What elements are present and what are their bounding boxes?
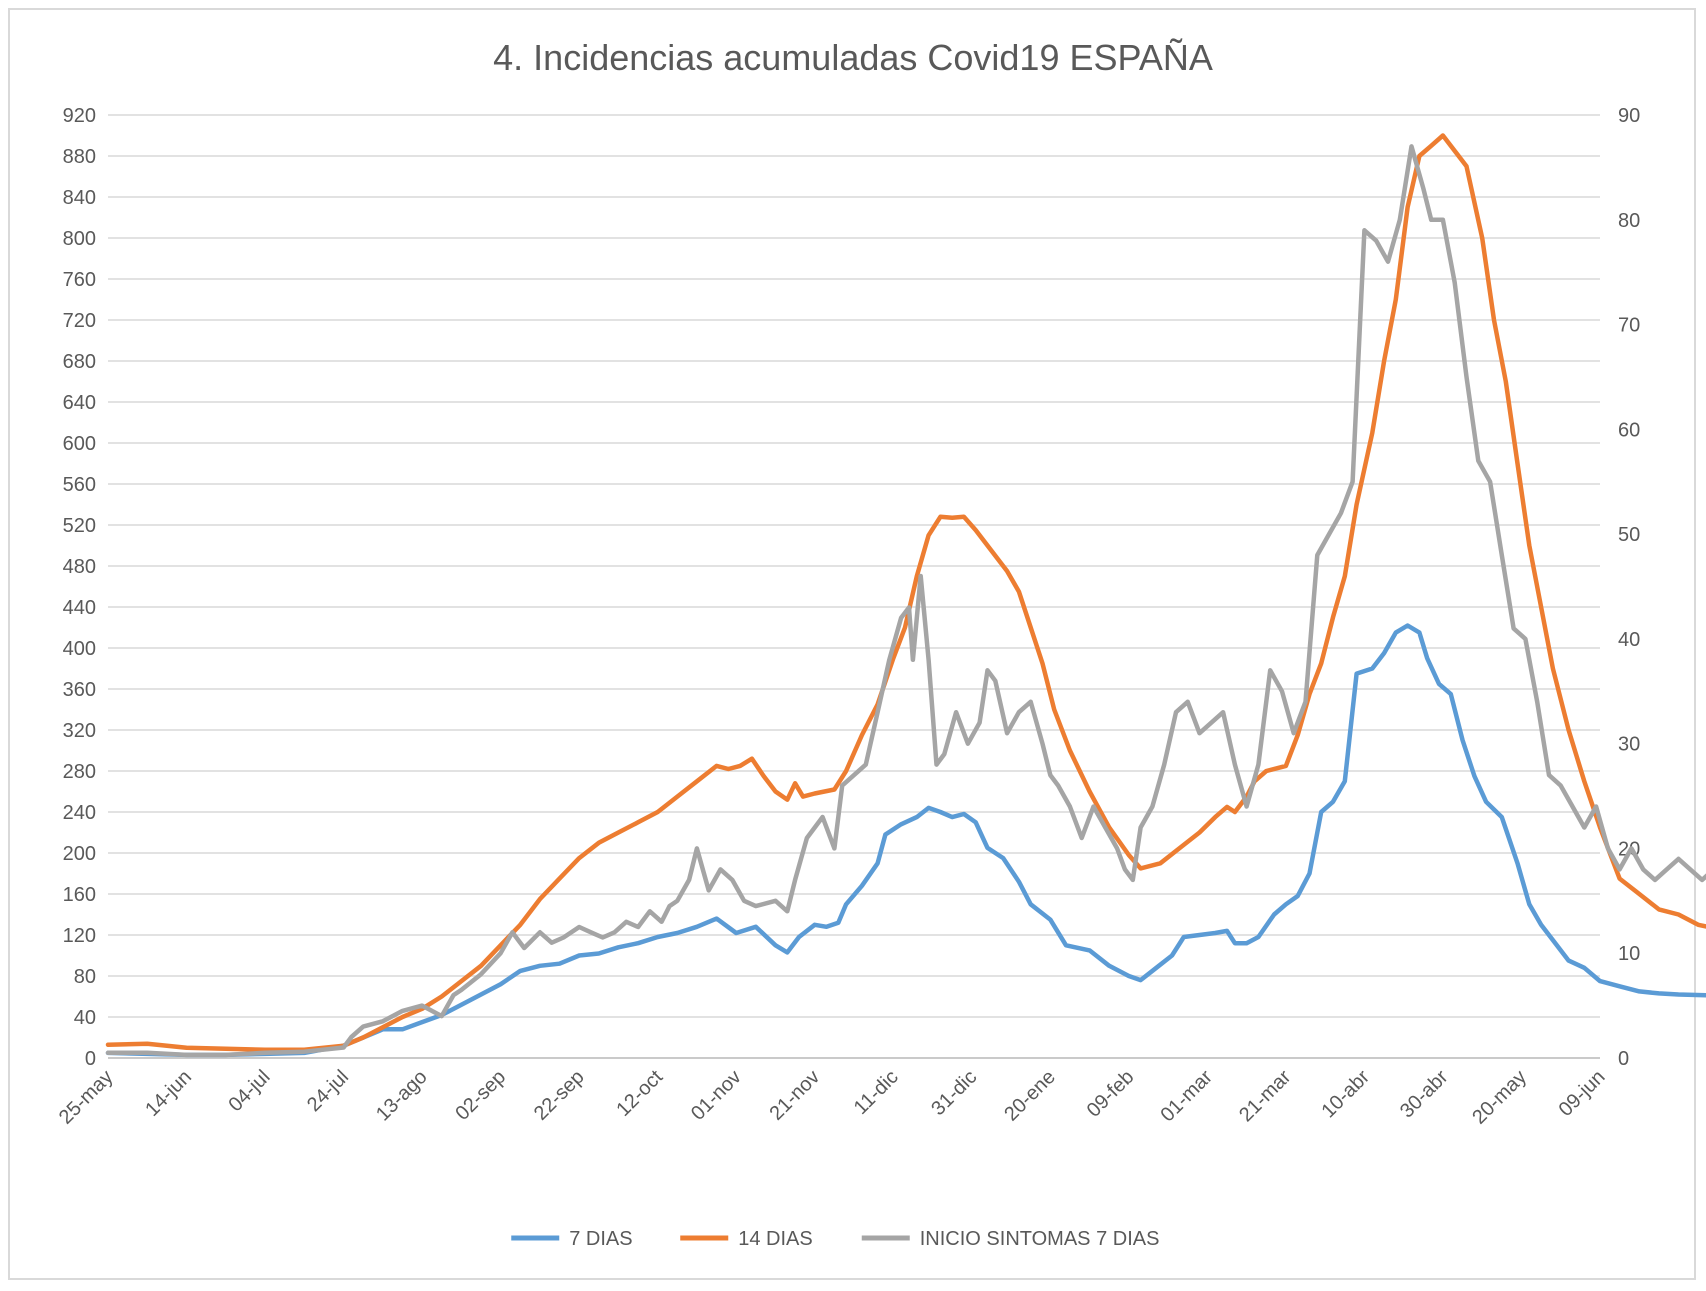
legend-label: INICIO SINTOMAS 7 DIAS — [920, 1228, 1160, 1250]
series-line-inicio-sintomas-7-dias — [105, 144, 1706, 1058]
y-left-tick-label: 600 — [63, 433, 96, 455]
y-left-tick-label: 240 — [63, 802, 96, 824]
y-right-tick-label: 40 — [1618, 629, 1640, 651]
chart-frame — [8, 8, 1696, 1280]
y-left-tick-label: 720 — [63, 310, 96, 332]
x-tick-label: 20-ene — [1000, 1066, 1060, 1126]
x-tick-label: 09-feb — [1083, 1066, 1139, 1122]
y-right-tick-label: 10 — [1618, 943, 1640, 965]
y-axis-left: 0 40 80 120 160 200 240 280 320 360 400 440 480 520 56… — [63, 105, 96, 1070]
y-left-tick-label: 920 — [63, 105, 96, 127]
x-tick-label: 13-ago — [372, 1066, 432, 1126]
y-left-tick-label: 760 — [63, 269, 96, 291]
y-left-tick-label: 840 — [63, 187, 96, 209]
x-tick-label: 25-may — [55, 1066, 118, 1129]
y-left-tick-label: 280 — [63, 761, 96, 783]
y-left-tick-label: 160 — [63, 884, 96, 906]
series-line-14-dias — [105, 133, 1706, 1053]
x-tick-label: 04-jul — [224, 1066, 274, 1116]
y-left-tick-label: 400 — [63, 638, 96, 660]
y-left-tick-label: 800 — [63, 228, 96, 250]
y-left-tick-label: 0 — [85, 1048, 96, 1070]
x-tick-label: 14-jun — [141, 1066, 196, 1121]
x-tick-label: 20-may — [1468, 1066, 1531, 1129]
y-left-tick-label: 440 — [63, 597, 96, 619]
legend-label: 7 DIAS — [569, 1228, 632, 1250]
gridlines — [108, 114, 1600, 1059]
y-left-tick-label: 360 — [63, 679, 96, 701]
y-right-tick-label: 30 — [1618, 734, 1640, 756]
x-axis: 25-may 14-jun 04-jul 24-jul 13-ago 02-sep 22-s… — [55, 1057, 1610, 1129]
y-right-tick-label: 60 — [1618, 419, 1640, 441]
x-tick-label: 21-mar — [1235, 1066, 1296, 1127]
y-right-tick-label: 0 — [1618, 1048, 1629, 1070]
y-left-tick-label: 480 — [63, 556, 96, 578]
x-tick-label: 31-dic — [927, 1066, 981, 1120]
x-tick-label: 24-jul — [303, 1066, 353, 1116]
x-tick-label: 02-sep — [451, 1066, 510, 1125]
y-left-tick-label: 320 — [63, 720, 96, 742]
legend: 7 DIAS 14 DIAS INICIO SINTOMAS 7 DIAS — [511, 1228, 1159, 1250]
x-tick-label: 11-dic — [850, 1066, 903, 1119]
x-tick-label: 01-nov — [687, 1066, 746, 1125]
x-tick-label: 09-jun — [1555, 1066, 1610, 1121]
y-right-tick-label: 80 — [1618, 210, 1640, 232]
x-tick-label: 01-mar — [1157, 1066, 1218, 1127]
y-left-tick-label: 520 — [63, 515, 96, 537]
y-left-tick-label: 80 — [74, 966, 96, 988]
y-left-tick-label: 880 — [63, 146, 96, 168]
series-line-7-dias — [105, 623, 1706, 1058]
x-tick-label: 30-abr — [1396, 1066, 1453, 1123]
y-left-tick-label: 200 — [63, 843, 96, 865]
y-left-tick-label: 120 — [63, 925, 96, 947]
y-left-tick-label: 680 — [63, 351, 96, 373]
x-tick-label: 22-sep — [530, 1066, 589, 1125]
y-left-tick-label: 40 — [74, 1007, 96, 1029]
y-right-tick-label: 90 — [1618, 105, 1640, 127]
series-layer — [105, 133, 1706, 1058]
x-tick-label: 21-nov — [765, 1066, 824, 1125]
legend-label: 14 DIAS — [738, 1228, 812, 1250]
y-right-tick-label: 70 — [1618, 315, 1640, 337]
y-left-tick-label: 640 — [63, 392, 96, 414]
y-right-tick-label: 50 — [1618, 524, 1640, 546]
chart-title: 4. Incidencias acumuladas Covid19 ESPAÑA — [493, 37, 1213, 78]
x-tick-label: 12-oct — [612, 1066, 667, 1121]
y-left-tick-label: 560 — [63, 474, 96, 496]
x-tick-label: 10-abr — [1318, 1066, 1375, 1123]
